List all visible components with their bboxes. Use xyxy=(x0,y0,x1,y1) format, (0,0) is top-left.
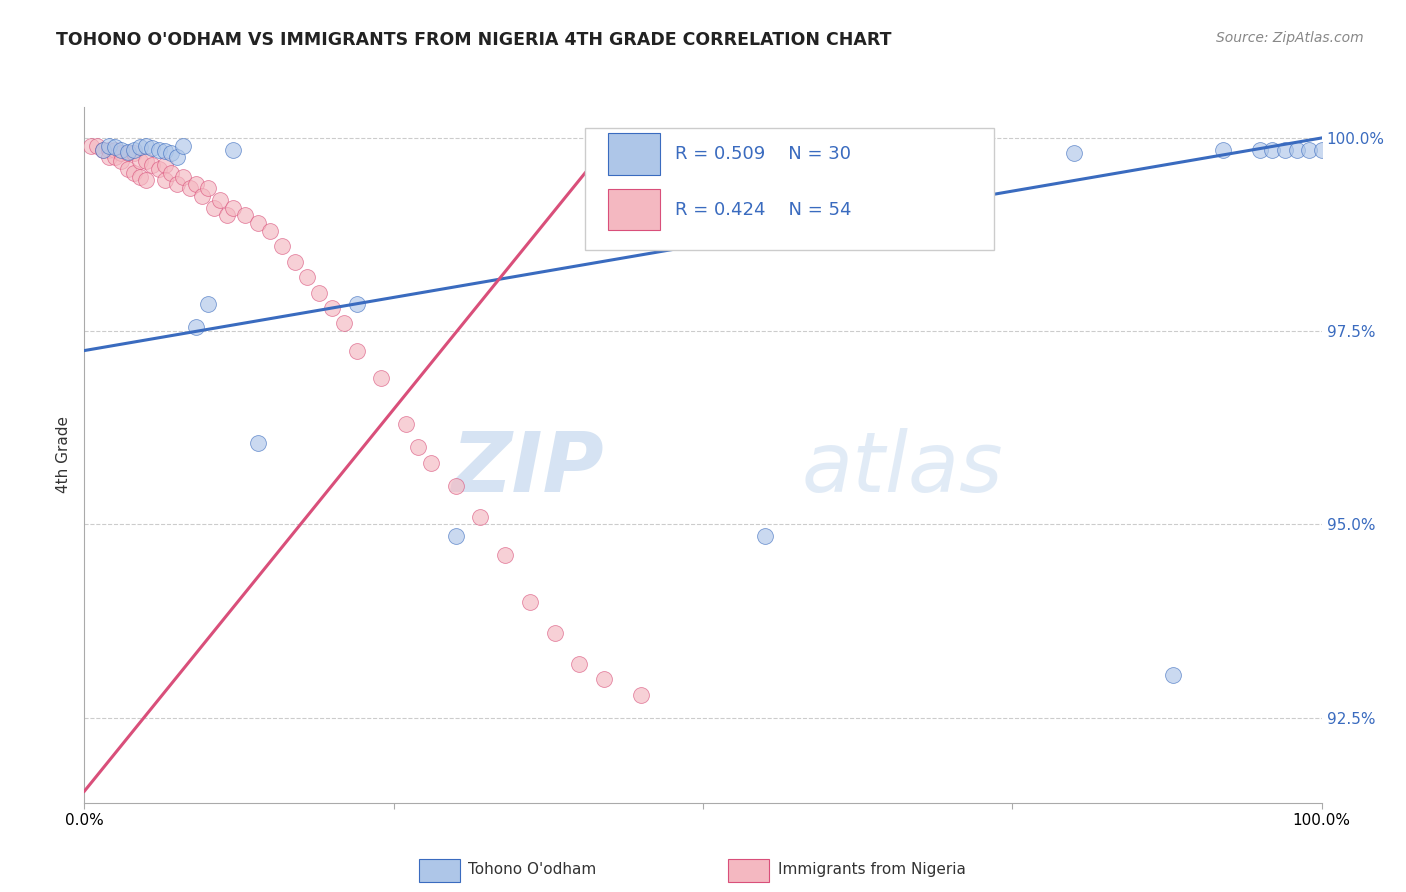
Point xyxy=(166,178,188,192)
Point xyxy=(1063,146,1085,161)
Point xyxy=(191,189,214,203)
Point xyxy=(1310,143,1333,157)
Point xyxy=(129,140,152,154)
Point xyxy=(153,158,176,172)
Point xyxy=(246,436,269,450)
Text: R = 0.509    N = 30: R = 0.509 N = 30 xyxy=(675,145,851,163)
Point xyxy=(295,270,318,285)
Point xyxy=(222,143,245,157)
Point xyxy=(79,138,101,153)
Point xyxy=(519,595,541,609)
Point xyxy=(209,193,232,207)
Point xyxy=(129,169,152,184)
Point xyxy=(104,150,127,164)
Point xyxy=(470,509,492,524)
Point xyxy=(110,146,132,161)
Point xyxy=(184,178,207,192)
Point xyxy=(197,297,219,311)
Point xyxy=(104,140,127,154)
Point xyxy=(160,166,183,180)
Point xyxy=(98,143,121,157)
Point xyxy=(419,456,441,470)
Text: Immigrants from Nigeria: Immigrants from Nigeria xyxy=(778,863,966,877)
Point xyxy=(543,625,565,640)
Point xyxy=(160,146,183,161)
Point xyxy=(346,297,368,311)
Point xyxy=(1261,143,1284,157)
Point xyxy=(98,150,121,164)
Point xyxy=(271,239,294,253)
Point xyxy=(117,146,139,161)
Point xyxy=(321,301,343,315)
Point xyxy=(308,285,330,300)
Point xyxy=(197,181,219,195)
Point xyxy=(148,143,170,157)
Point xyxy=(754,529,776,543)
Point xyxy=(122,166,145,180)
Point xyxy=(122,143,145,157)
FancyBboxPatch shape xyxy=(607,134,659,175)
Point xyxy=(346,343,368,358)
Text: Source: ZipAtlas.com: Source: ZipAtlas.com xyxy=(1216,31,1364,45)
Point xyxy=(117,161,139,176)
Point xyxy=(408,440,430,454)
Point xyxy=(110,154,132,169)
Point xyxy=(444,479,467,493)
Point xyxy=(1285,143,1308,157)
Point xyxy=(86,138,108,153)
Point xyxy=(129,154,152,169)
Point xyxy=(141,158,163,172)
Point xyxy=(141,141,163,155)
Point xyxy=(184,320,207,334)
Point xyxy=(494,549,516,563)
Point xyxy=(444,529,467,543)
Point xyxy=(395,417,418,431)
Point xyxy=(284,254,307,268)
Point xyxy=(135,173,157,187)
Text: ZIP: ZIP xyxy=(451,428,605,509)
Point xyxy=(333,317,356,331)
Point xyxy=(104,143,127,157)
Point xyxy=(148,161,170,176)
FancyBboxPatch shape xyxy=(585,128,994,250)
Text: R = 0.424    N = 54: R = 0.424 N = 54 xyxy=(675,201,851,219)
Point xyxy=(246,216,269,230)
Point xyxy=(117,145,139,159)
Point xyxy=(153,144,176,158)
Point xyxy=(179,181,201,195)
Point xyxy=(568,657,591,671)
Point xyxy=(593,672,616,686)
Point xyxy=(370,370,392,384)
Text: atlas: atlas xyxy=(801,428,1004,509)
Point xyxy=(1161,668,1184,682)
Point xyxy=(91,143,114,157)
Point xyxy=(630,688,652,702)
Point xyxy=(1298,143,1320,157)
Point xyxy=(166,150,188,164)
Text: TOHONO O'ODHAM VS IMMIGRANTS FROM NIGERIA 4TH GRADE CORRELATION CHART: TOHONO O'ODHAM VS IMMIGRANTS FROM NIGERI… xyxy=(56,31,891,49)
Point xyxy=(222,201,245,215)
Point xyxy=(1274,143,1296,157)
Point xyxy=(172,138,194,153)
Point xyxy=(98,138,121,153)
Text: Tohono O'odham: Tohono O'odham xyxy=(468,863,596,877)
Point xyxy=(233,208,256,222)
Y-axis label: 4th Grade: 4th Grade xyxy=(56,417,72,493)
Point xyxy=(122,146,145,161)
Point xyxy=(135,154,157,169)
FancyBboxPatch shape xyxy=(607,189,659,230)
Point xyxy=(202,201,225,215)
Point xyxy=(135,138,157,153)
Point xyxy=(110,143,132,157)
Point xyxy=(91,143,114,157)
Point xyxy=(172,169,194,184)
Point xyxy=(215,208,238,222)
Point xyxy=(153,173,176,187)
Point xyxy=(1249,143,1271,157)
Point xyxy=(259,224,281,238)
Point xyxy=(1212,143,1234,157)
